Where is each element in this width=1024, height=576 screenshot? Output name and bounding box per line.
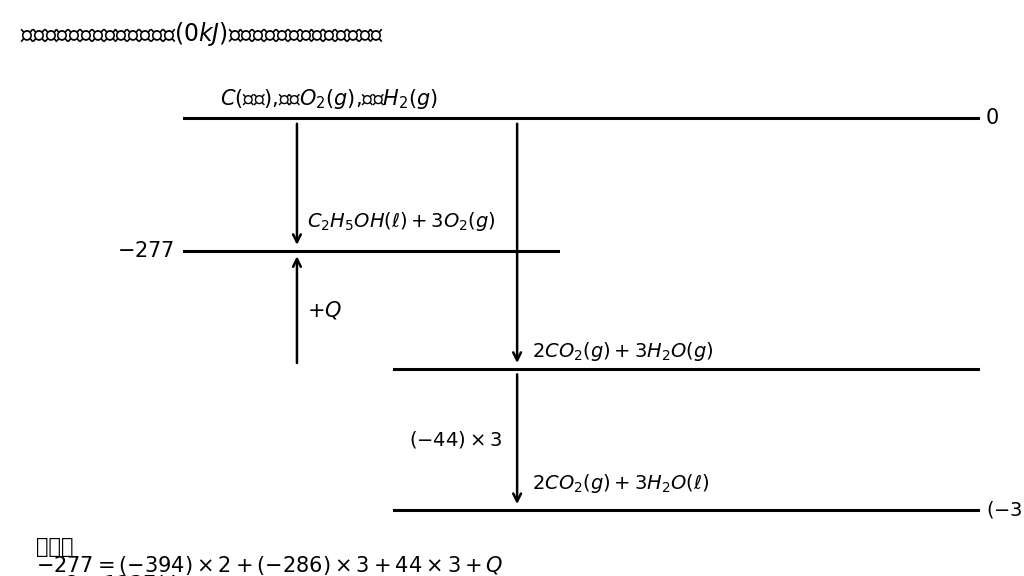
Text: $(-44) \times 3$: $(-44) \times 3$ — [409, 429, 502, 450]
Text: よって: よって — [36, 537, 74, 557]
Text: $Q = 1237kJ$: $Q = 1237kJ$ — [61, 573, 176, 576]
Text: 単体の持つエネルギーを基準$(0kJ)$としてエネルギー図をかく。: 単体の持つエネルギーを基準$(0kJ)$としてエネルギー図をかく。 — [20, 20, 385, 48]
Text: $-277 = (-394) \times 2 + (-286) \times 3 + 44 \times 3 + Q$: $-277 = (-394) \times 2 + (-286) \times … — [36, 554, 504, 576]
Text: $2CO_2(g) + 3H_2O(\ell)$: $2CO_2(g) + 3H_2O(\ell)$ — [532, 472, 710, 495]
Text: 0: 0 — [986, 108, 999, 128]
Text: $2CO_2(g) + 3H_2O(g)$: $2CO_2(g) + 3H_2O(g)$ — [532, 340, 714, 363]
Text: $C_2H_5OH(\ell) + 3O_2(g)$: $C_2H_5OH(\ell) + 3O_2(g)$ — [307, 210, 496, 233]
Text: $+Q$: $+Q$ — [307, 298, 342, 321]
Text: $C$(黒鉛),　　$O_2(g)$,　　$H_2(g)$: $C$(黒鉛), $O_2(g)$, $H_2(g)$ — [220, 87, 438, 111]
Text: $-277$: $-277$ — [117, 241, 174, 260]
Text: $(-394) \times 2 + (-286) \times 3$: $(-394) \times 2 + (-286) \times 3$ — [986, 499, 1024, 520]
